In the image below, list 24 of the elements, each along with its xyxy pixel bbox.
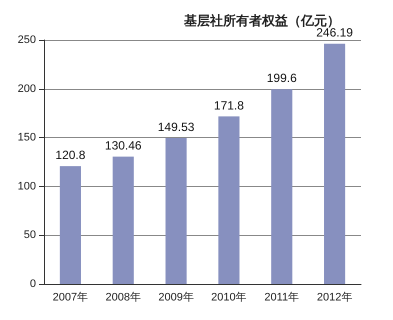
x-tick-label: 2009年 — [158, 292, 194, 304]
data-label: 149.53 — [158, 120, 195, 134]
bar — [166, 138, 187, 284]
data-label: 130.46 — [104, 138, 142, 153]
y-tick-label: 0 — [30, 278, 36, 290]
bar — [218, 116, 240, 284]
y-tick-label: 100 — [18, 180, 36, 192]
y-tick-label: 50 — [24, 229, 36, 242]
bar — [60, 166, 81, 284]
data-label: 171.8 — [214, 98, 244, 112]
y-tick-label: 250 — [18, 34, 36, 46]
x-tick-label: 2010年 — [211, 292, 247, 304]
y-tick-label: 150 — [18, 132, 36, 144]
x-tick-label: 2007年 — [52, 292, 88, 304]
chart-title: 基层社所有者权益（亿元） — [183, 13, 340, 29]
bar — [324, 44, 346, 284]
bar — [271, 89, 292, 284]
y-tick-label: 200 — [18, 82, 36, 95]
bar — [112, 156, 134, 284]
x-tick-label: 2012年 — [316, 292, 352, 304]
x-tick-label: 2008年 — [106, 292, 141, 304]
x-tick-label: 2011年 — [264, 292, 300, 304]
data-label: 199.6 — [266, 71, 298, 86]
data-label: 120.8 — [55, 148, 86, 162]
